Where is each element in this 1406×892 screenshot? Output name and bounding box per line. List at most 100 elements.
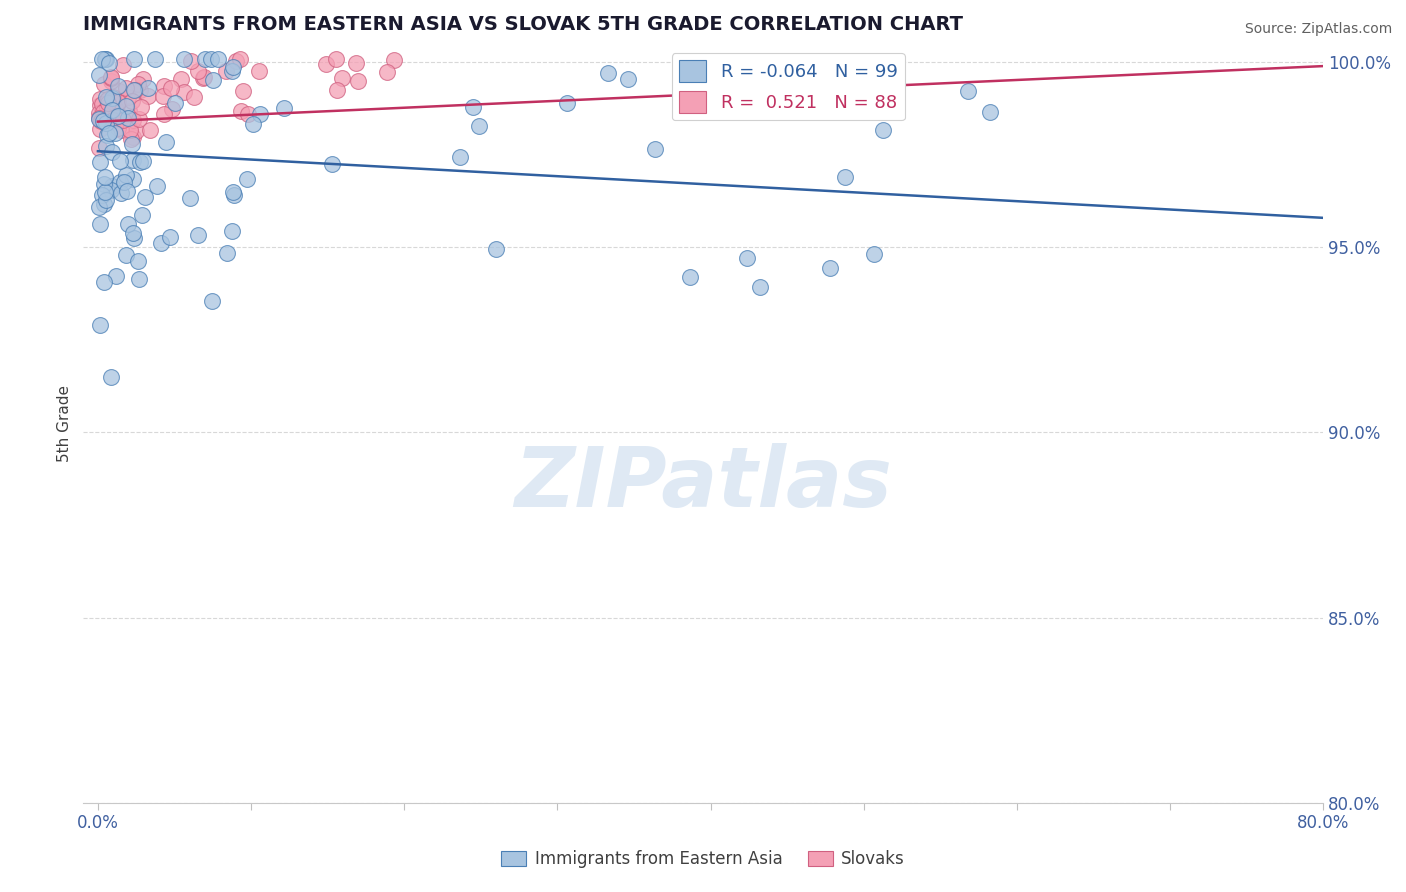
Point [122,231,145,245]
Point [236,172,259,186]
Point [89,92,111,106]
Point [104,112,127,126]
Point [100,108,122,122]
Y-axis label: 5th Grade: 5th Grade [58,384,72,462]
Point [110,186,132,201]
Point [159,230,181,244]
Point [107,120,129,135]
Point [96,100,118,114]
Point [96,194,118,208]
Point [325,52,347,66]
Point [101,178,124,193]
Point [114,81,136,95]
Point [128,272,150,286]
Point [96,107,118,121]
Point [97,92,120,106]
Point [108,109,131,123]
Point [644,142,666,156]
Point [155,135,177,149]
Point [114,168,136,182]
Point [104,110,127,124]
Point [108,175,131,189]
Point [89,141,111,155]
Point [163,95,186,110]
Point [94,110,117,124]
Point [100,74,122,88]
Point [222,60,245,74]
Point [150,236,173,251]
Point [101,113,124,128]
Point [215,245,238,260]
Point [229,52,252,66]
Point [101,103,124,117]
Point [153,78,176,93]
Point [91,52,114,66]
Point [598,66,620,80]
Text: IMMIGRANTS FROM EASTERN ASIA VS SLOVAK 5TH GRADE CORRELATION CHART: IMMIGRANTS FROM EASTERN ASIA VS SLOVAK 5… [83,15,963,34]
Point [122,153,145,167]
Point [118,123,141,137]
Point [225,54,247,68]
Point [124,83,146,97]
Point [222,185,245,199]
Point [93,275,115,289]
Point [236,107,259,121]
Point [201,293,224,308]
Point [131,209,153,223]
Point [101,93,124,107]
Point [104,269,127,284]
Point [202,73,225,87]
Point [93,105,115,120]
Point [115,184,138,198]
Point [467,119,489,133]
Point [160,102,183,116]
Point [679,269,702,284]
Point [200,52,222,66]
Point [89,105,111,120]
Point [94,52,117,66]
Point [117,218,139,232]
Point [97,95,120,110]
Point [139,123,162,137]
Point [111,112,134,127]
Point [105,98,128,112]
Point [146,178,169,193]
Point [121,136,143,151]
Point [117,111,139,125]
Text: ZIPatlas: ZIPatlas [515,443,891,524]
Point [120,132,142,146]
Point [122,113,145,128]
Point [89,154,111,169]
Point [232,84,254,98]
Point [485,242,508,256]
Point [191,70,214,85]
Point [862,246,884,260]
Point [93,103,115,118]
Point [93,196,115,211]
Point [94,169,117,184]
Text: Source: ZipAtlas.com: Source: ZipAtlas.com [1244,22,1392,37]
Point [344,56,367,70]
Point [122,171,145,186]
Point [121,94,143,108]
Point [100,184,122,198]
Point [132,154,155,169]
Point [89,200,111,214]
Point [247,63,270,78]
Point [89,68,111,82]
Point [122,52,145,66]
Point [101,91,124,105]
Point [229,103,252,118]
Point [160,80,183,95]
Legend: Immigrants from Eastern Asia, Slovaks: Immigrants from Eastern Asia, Slovaks [495,844,911,875]
Point [115,248,138,262]
Point [98,111,121,125]
Point [96,116,118,130]
Point [749,280,772,294]
Point [89,112,111,127]
Point [347,73,370,87]
Point [321,156,343,170]
Point [117,111,139,125]
Point [128,112,150,126]
Point [90,188,112,202]
